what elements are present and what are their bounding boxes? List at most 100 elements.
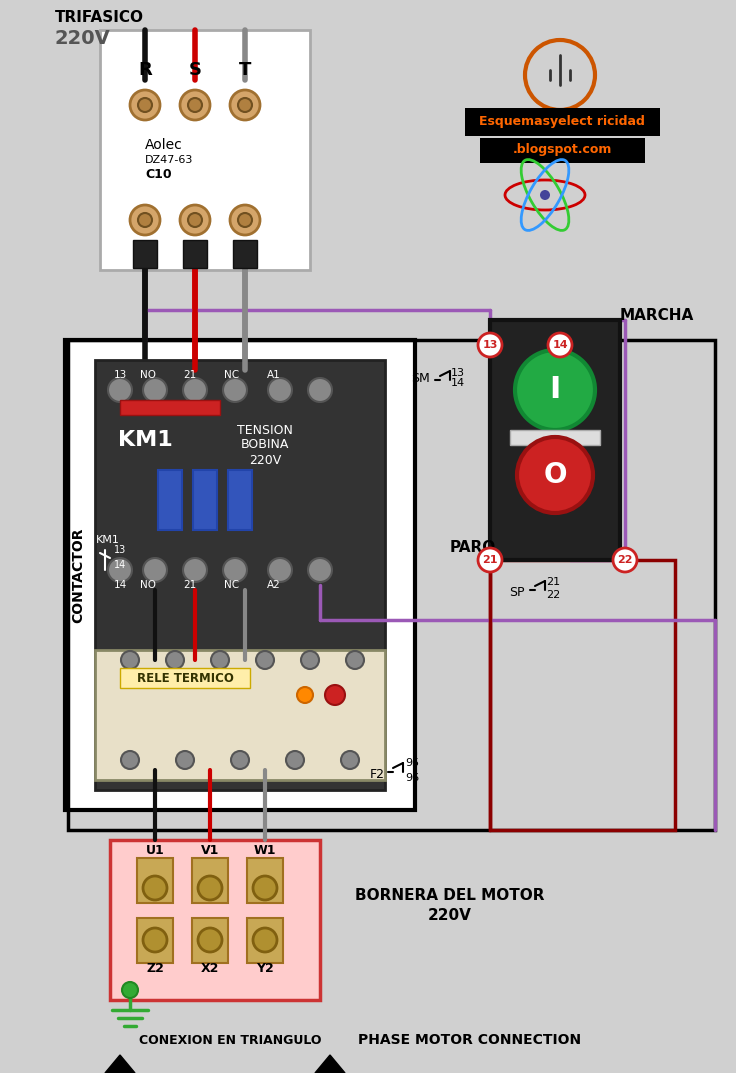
Text: 95: 95 (405, 758, 419, 768)
Bar (158, 470, 182, 530)
Bar (490, 560, 675, 831)
Circle shape (198, 876, 222, 900)
Text: R: R (138, 61, 152, 79)
Text: A1: A1 (267, 370, 281, 380)
Circle shape (183, 558, 207, 582)
Bar (192, 918, 228, 962)
Circle shape (108, 378, 132, 402)
Circle shape (478, 333, 502, 357)
Text: RELE TERMICO: RELE TERMICO (137, 672, 233, 685)
Text: SP: SP (509, 587, 525, 600)
Circle shape (183, 378, 207, 402)
Text: 220V: 220V (55, 29, 110, 47)
Circle shape (121, 751, 139, 769)
Circle shape (130, 90, 160, 120)
Bar (137, 918, 173, 962)
Circle shape (286, 751, 304, 769)
Text: T: T (238, 61, 251, 79)
Text: SM: SM (411, 371, 430, 384)
Text: 13: 13 (482, 340, 498, 350)
Bar (510, 430, 600, 445)
Text: CONTACTOR: CONTACTOR (71, 527, 85, 622)
Text: 14: 14 (552, 340, 567, 350)
Circle shape (138, 214, 152, 227)
Circle shape (211, 651, 229, 668)
Circle shape (166, 651, 184, 668)
Bar (247, 858, 283, 903)
Circle shape (130, 205, 160, 235)
Text: 13: 13 (113, 370, 127, 380)
Circle shape (108, 558, 132, 582)
Circle shape (230, 205, 260, 235)
Circle shape (613, 548, 637, 572)
Circle shape (297, 687, 313, 703)
Circle shape (180, 205, 210, 235)
Circle shape (176, 751, 194, 769)
Text: PARO: PARO (450, 541, 496, 556)
Bar (137, 858, 173, 903)
Text: PHASE MOTOR CONNECTION: PHASE MOTOR CONNECTION (358, 1033, 581, 1047)
Text: MARCHA: MARCHA (620, 308, 694, 323)
Circle shape (223, 558, 247, 582)
Bar (193, 470, 217, 530)
Circle shape (268, 378, 292, 402)
Bar (110, 840, 320, 1000)
Text: TENSION: TENSION (237, 424, 293, 437)
Circle shape (341, 751, 359, 769)
Text: 14: 14 (451, 378, 465, 388)
Text: 21: 21 (546, 577, 560, 587)
Circle shape (346, 651, 364, 668)
Text: 220V: 220V (249, 454, 281, 467)
Text: 95: 95 (224, 641, 236, 649)
Bar (480, 138, 645, 163)
Text: KM1: KM1 (118, 430, 172, 450)
Text: X2: X2 (201, 961, 219, 974)
Circle shape (121, 651, 139, 668)
Text: DZ47-63: DZ47-63 (145, 155, 194, 165)
Bar (95, 650, 385, 780)
Text: Aolec: Aolec (145, 138, 183, 152)
Text: NO: NO (140, 370, 156, 380)
Bar (100, 30, 310, 270)
Text: O: O (543, 461, 567, 489)
Text: 14: 14 (114, 560, 126, 570)
Circle shape (515, 350, 595, 430)
Text: V1: V1 (201, 843, 219, 856)
Text: 98 NO: 98 NO (161, 641, 189, 649)
Circle shape (143, 876, 167, 900)
Text: .blogspot.com: .blogspot.com (512, 144, 612, 157)
Bar (233, 240, 257, 268)
Text: F2: F2 (370, 768, 385, 781)
Circle shape (231, 751, 249, 769)
Circle shape (253, 928, 277, 952)
Circle shape (268, 558, 292, 582)
Text: TRIFASICO: TRIFASICO (55, 11, 144, 26)
Bar (65, 340, 415, 810)
Circle shape (143, 928, 167, 952)
Text: 13: 13 (451, 368, 465, 378)
Text: W1: W1 (254, 843, 276, 856)
Text: NC: NC (224, 370, 239, 380)
Text: Z2: Z2 (146, 961, 164, 974)
Text: Esquemasyelect ricidad: Esquemasyelect ricidad (479, 116, 645, 129)
Text: 220V: 220V (428, 908, 472, 923)
Bar (228, 470, 252, 530)
Circle shape (138, 98, 152, 112)
Bar (120, 400, 220, 415)
Circle shape (540, 190, 550, 200)
Circle shape (478, 548, 502, 572)
Polygon shape (315, 1055, 345, 1073)
Bar (68, 340, 715, 831)
Circle shape (517, 437, 593, 513)
Text: 22: 22 (546, 590, 560, 600)
Text: BORNERA DEL MOTOR: BORNERA DEL MOTOR (355, 887, 545, 902)
Bar (247, 918, 283, 962)
Text: 22: 22 (618, 555, 633, 565)
Text: 96: 96 (405, 773, 419, 783)
Bar (465, 108, 660, 136)
Circle shape (122, 982, 138, 998)
Text: BOBINA: BOBINA (241, 439, 289, 452)
Text: 13: 13 (114, 545, 126, 555)
Circle shape (253, 876, 277, 900)
Bar (95, 361, 385, 790)
